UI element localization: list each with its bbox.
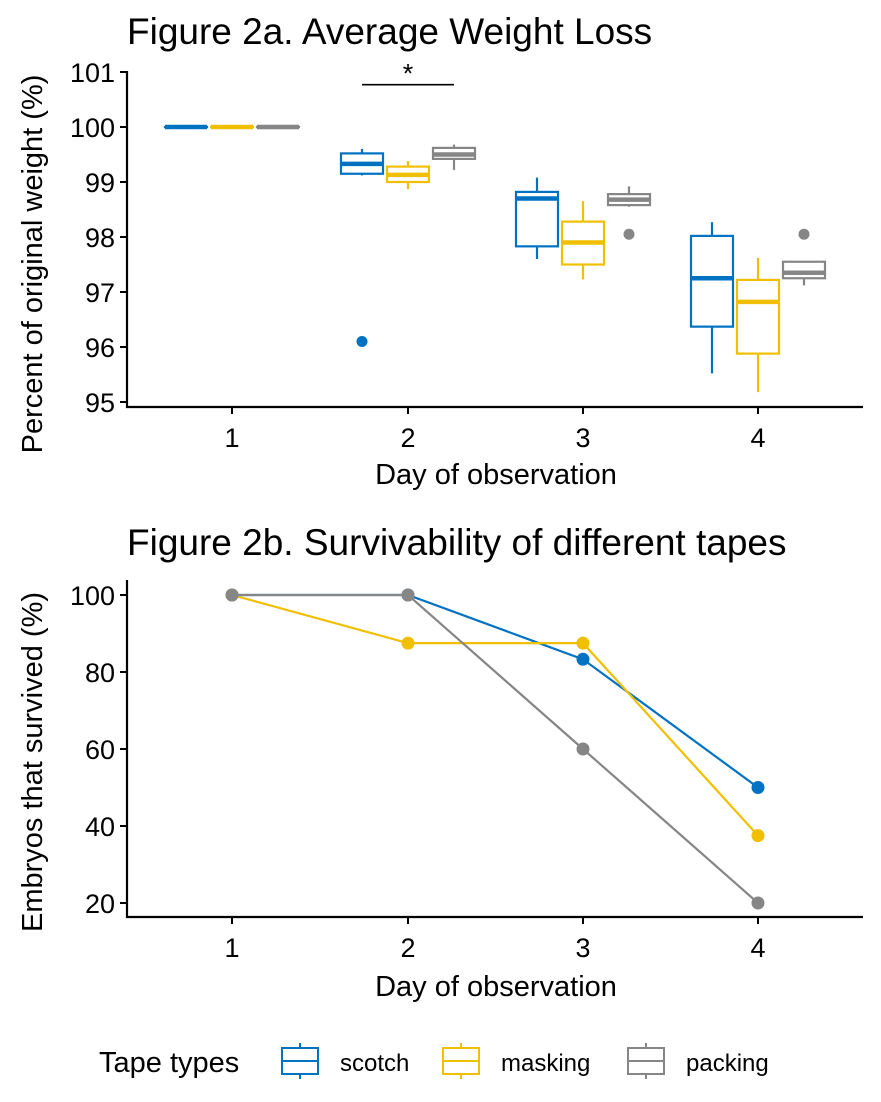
x-axis-title-b: Day of observation bbox=[375, 971, 617, 1003]
y-tick-label-a: 95 bbox=[85, 388, 115, 418]
chart-title-a: Figure 2a. Average Weight Loss bbox=[127, 11, 652, 52]
axes-b bbox=[125, 580, 863, 919]
x-axis-title-a: Day of observation bbox=[375, 459, 617, 491]
legend-key-masking bbox=[442, 1043, 480, 1079]
x-tick-label-a: 2 bbox=[400, 423, 415, 453]
panel-survivability: Figure 2b. Survivability of different ta… bbox=[17, 522, 863, 1003]
legend-label-packing: packing bbox=[686, 1050, 769, 1077]
x-tick-label-a: 4 bbox=[750, 423, 765, 453]
x-tick-label-a: 3 bbox=[575, 423, 590, 453]
data-point-packing bbox=[401, 588, 415, 602]
x-axis-ticks-a: 1 2 3 4 bbox=[224, 407, 766, 453]
x-tick-label-a: 1 bbox=[224, 423, 239, 453]
series-line-packing bbox=[232, 593, 759, 904]
axes-a bbox=[125, 71, 863, 409]
survival-lines bbox=[225, 588, 765, 910]
legend-title: Tape types bbox=[99, 1047, 239, 1079]
y-axis-title-b: Embryos that survived (%) bbox=[17, 592, 49, 932]
x-tick-label-b: 4 bbox=[750, 933, 765, 963]
y-axis-ticks-b: 20 40 60 80 100 bbox=[70, 581, 127, 919]
data-point-packing bbox=[225, 588, 239, 602]
y-tick-label-b: 20 bbox=[85, 889, 115, 919]
x-axis-ticks-b: 1 2 3 4 bbox=[224, 917, 766, 963]
series-line-scotch bbox=[232, 593, 759, 789]
x-tick-label-b: 3 bbox=[575, 933, 590, 963]
y-axis-title-a: Percent of original weight (%) bbox=[17, 75, 49, 454]
y-axis-ticks-a: 95 96 97 98 99 100 101 bbox=[70, 58, 127, 418]
series-scotch bbox=[225, 588, 765, 794]
box-rect bbox=[689, 234, 735, 328]
box-rect bbox=[514, 190, 560, 248]
box-scotch bbox=[339, 149, 385, 347]
y-tick-label-a: 101 bbox=[70, 58, 115, 88]
y-tick-label-b: 100 bbox=[70, 581, 115, 611]
y-tick-label-a: 98 bbox=[85, 223, 115, 253]
x-tick-label-b: 2 bbox=[400, 933, 415, 963]
data-point-scotch bbox=[576, 652, 590, 666]
outlier-point bbox=[623, 228, 635, 240]
box-packing bbox=[606, 186, 652, 240]
x-tick-label-b: 1 bbox=[224, 933, 239, 963]
legend-item-scotch: scotch bbox=[281, 1043, 409, 1079]
legend-key-scotch bbox=[281, 1043, 319, 1079]
significance-bracket: * bbox=[362, 59, 454, 89]
legend-item-packing: packing bbox=[627, 1043, 769, 1079]
legend-item-masking: masking bbox=[442, 1043, 590, 1079]
data-point-packing bbox=[751, 896, 765, 910]
data-point-scotch bbox=[751, 781, 765, 794]
data-point-masking bbox=[576, 636, 590, 650]
box-masking bbox=[560, 201, 606, 280]
legend-key-packing bbox=[627, 1043, 665, 1079]
y-tick-label-a: 97 bbox=[85, 278, 115, 308]
data-point-packing bbox=[576, 742, 590, 756]
box-rect bbox=[781, 260, 827, 280]
legend-label-masking: masking bbox=[501, 1050, 590, 1077]
panel-weight-loss: Figure 2a. Average Weight Loss Percent o… bbox=[17, 11, 863, 491]
y-tick-label-a: 99 bbox=[85, 168, 115, 198]
box-plots bbox=[163, 124, 827, 393]
y-tick-label-b: 80 bbox=[85, 658, 115, 688]
legend-label-scotch: scotch bbox=[340, 1050, 409, 1077]
y-tick-label-b: 40 bbox=[85, 812, 115, 842]
y-tick-label-a: 96 bbox=[85, 333, 115, 363]
box-packing bbox=[781, 228, 827, 286]
series-line-masking bbox=[231, 593, 759, 837]
box-rect bbox=[735, 278, 781, 355]
y-tick-label-b: 60 bbox=[85, 735, 115, 765]
data-point-masking bbox=[751, 829, 765, 843]
data-point-masking bbox=[401, 636, 415, 650]
box-packing bbox=[431, 144, 477, 170]
box-masking bbox=[735, 257, 781, 393]
chart-title-b: Figure 2b. Survivability of different ta… bbox=[127, 522, 787, 563]
significance-label: * bbox=[403, 59, 414, 89]
series-packing bbox=[225, 588, 765, 910]
outlier-point bbox=[798, 228, 810, 240]
y-tick-label-a: 100 bbox=[70, 113, 115, 143]
legend: Tape types scotch masking packing bbox=[99, 1043, 769, 1079]
box-scotch bbox=[689, 222, 735, 374]
box-scotch bbox=[514, 177, 560, 259]
box-masking bbox=[385, 161, 431, 190]
outlier-point bbox=[356, 336, 368, 347]
